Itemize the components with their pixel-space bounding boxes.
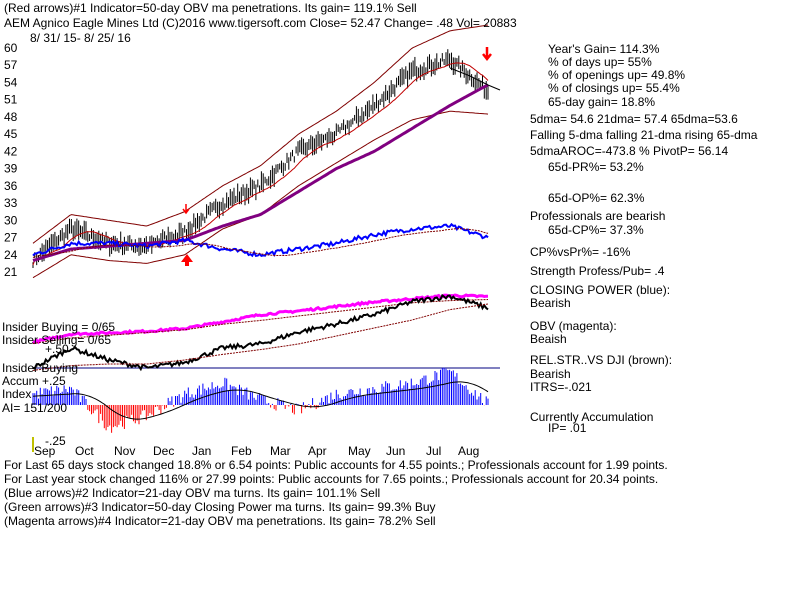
ip-value: IP= .01	[548, 421, 587, 435]
rel-strength-line	[32, 293, 489, 372]
x-tick-label: Sep	[34, 444, 56, 458]
rel-strength-ma-line	[32, 303, 489, 371]
footer-line-2: For Last year stock changed 116% or 27.9…	[4, 472, 659, 486]
closing-power-line	[32, 222, 489, 258]
y-tick-label: 54	[4, 75, 18, 89]
x-tick-label: Apr	[308, 444, 327, 458]
rel-strength-label: REL.STR..VS DJI (brown):	[530, 353, 673, 367]
accum-tick-plus-50: +.50	[45, 342, 69, 356]
x-tick-label: Feb	[231, 444, 252, 458]
y-tick-label: 60	[4, 41, 18, 55]
header-line-2: AEM Agnico Eagle Mines Ltd (C)2016 www.t…	[4, 16, 517, 30]
stat-65day-gain: 65-day gain= 18.8%	[548, 95, 656, 109]
y-tick-label: 48	[4, 110, 18, 124]
accumulation-ma-line	[32, 381, 489, 420]
signal-arrows	[181, 47, 492, 266]
obv-label: OBV (magenta):	[530, 319, 617, 333]
stat-cp-vs-pr: CP%vsPr%= -16%	[530, 245, 631, 259]
header-line-1: (Red arrows)#1 Indicator=50-day OBV ma p…	[4, 1, 417, 15]
footer-line-4: (Green arrows)#3 Indicator=50-day Closin…	[4, 500, 436, 514]
y-tick-label: 24	[4, 248, 18, 262]
accum-label: Accum +.25	[2, 374, 66, 388]
date-range: 8/ 31/ 15- 8/ 25/ 16	[30, 31, 131, 45]
stat-65d-pr: 65d-PR%= 53.2%	[548, 160, 644, 174]
itrs-value: ITRS=-.021	[530, 380, 592, 394]
closing-power-status: Bearish	[530, 296, 571, 310]
stat-days-up: % of days up= 55%	[548, 55, 652, 69]
insider-buying-label: Insider Buying	[2, 361, 79, 375]
stat-65d-cp: 65d-CP%= 37.3%	[548, 223, 644, 237]
stat-aroc-pivot: 5dmaAROC=-473.8 % PivotP= 56.14	[530, 144, 729, 158]
y-axis-tick-labels: 60 57 54 51 48 45 42 39 36 33 30 27 24 21	[4, 41, 18, 279]
y-tick-label: 36	[4, 179, 18, 193]
x-tick-label: Jan	[192, 444, 211, 458]
insider-buying-count: Insider Buying = 0/65	[2, 320, 116, 334]
stat-65d-op: 65d-OP%= 62.3%	[548, 191, 645, 205]
x-tick-label: Jul	[426, 444, 441, 458]
x-tick-label: Mar	[270, 444, 291, 458]
y-tick-label: 57	[4, 58, 18, 72]
y-tick-label: 45	[4, 127, 18, 141]
insider-selling-count: Insider Selling= 0/65	[2, 333, 112, 347]
stat-moving-averages: 5dma= 54.6 21dma= 57.4 65dma=53.6	[530, 112, 738, 126]
y-tick-label: 27	[4, 231, 18, 245]
upper-band-line	[32, 24, 489, 244]
closing-power-label: CLOSING POWER (blue):	[530, 283, 671, 297]
accumulation-status: Currently Accumulation	[530, 410, 654, 424]
x-tick-label: Dec	[153, 444, 174, 458]
stat-ma-direction: Falling 5-dma falling 21-dma rising 65-d…	[530, 128, 758, 142]
ma65-line	[32, 83, 489, 262]
stat-strength-ratio: Strength Profess/Pub= .4	[530, 264, 665, 278]
x-tick-label: Oct	[75, 444, 94, 458]
x-axis-tick-labels: Sep Oct Nov Dec Jan Feb Mar Apr May Jun Jul Aug	[34, 444, 479, 458]
stat-openings-up: % of openings up= 49.8%	[548, 68, 686, 82]
lower-band-line	[32, 110, 489, 279]
accumulation-bars	[32, 367, 489, 433]
closing-power-ma-line	[32, 228, 489, 259]
y-tick-label: 21	[4, 265, 18, 279]
y-tick-label: 51	[4, 93, 18, 107]
y-tick-label: 30	[4, 213, 18, 227]
footer-line-1: For Last 65 days stock changed 18.8% or …	[4, 458, 668, 472]
rel-strength-status: Bearish	[530, 367, 571, 381]
trendline	[449, 67, 501, 91]
ai-value: AI= 151/200	[2, 401, 68, 415]
stat-professionals: Professionals are bearish	[530, 209, 666, 223]
stat-closings-up: % of closings up= 55.4%	[548, 81, 680, 95]
red-buy-arrow	[181, 254, 193, 266]
x-tick-label: Nov	[114, 444, 135, 458]
stat-years-gain: Year's Gain= 114.3%	[548, 42, 660, 56]
x-tick-label: Jun	[386, 444, 405, 458]
footer-line-3: (Blue arrows)#2 Indicator=21-day OBV ma …	[4, 486, 381, 500]
obv-status: Beaish	[530, 332, 567, 346]
x-tick-label: May	[348, 444, 371, 458]
x-tick-label: Aug	[458, 444, 479, 458]
y-tick-label: 39	[4, 162, 18, 176]
y-tick-label: 33	[4, 196, 18, 210]
footer-line-5: (Magenta arrows)#4 Indicator=21-day OBV …	[4, 514, 436, 528]
y-tick-label: 42	[4, 144, 18, 158]
red-sell-arrow	[182, 204, 190, 215]
red-sell-arrow-recent	[482, 47, 492, 62]
ma21-line	[32, 62, 489, 266]
accum-tick-minus-25: -.25	[45, 434, 66, 448]
index-label: Index	[2, 387, 32, 401]
